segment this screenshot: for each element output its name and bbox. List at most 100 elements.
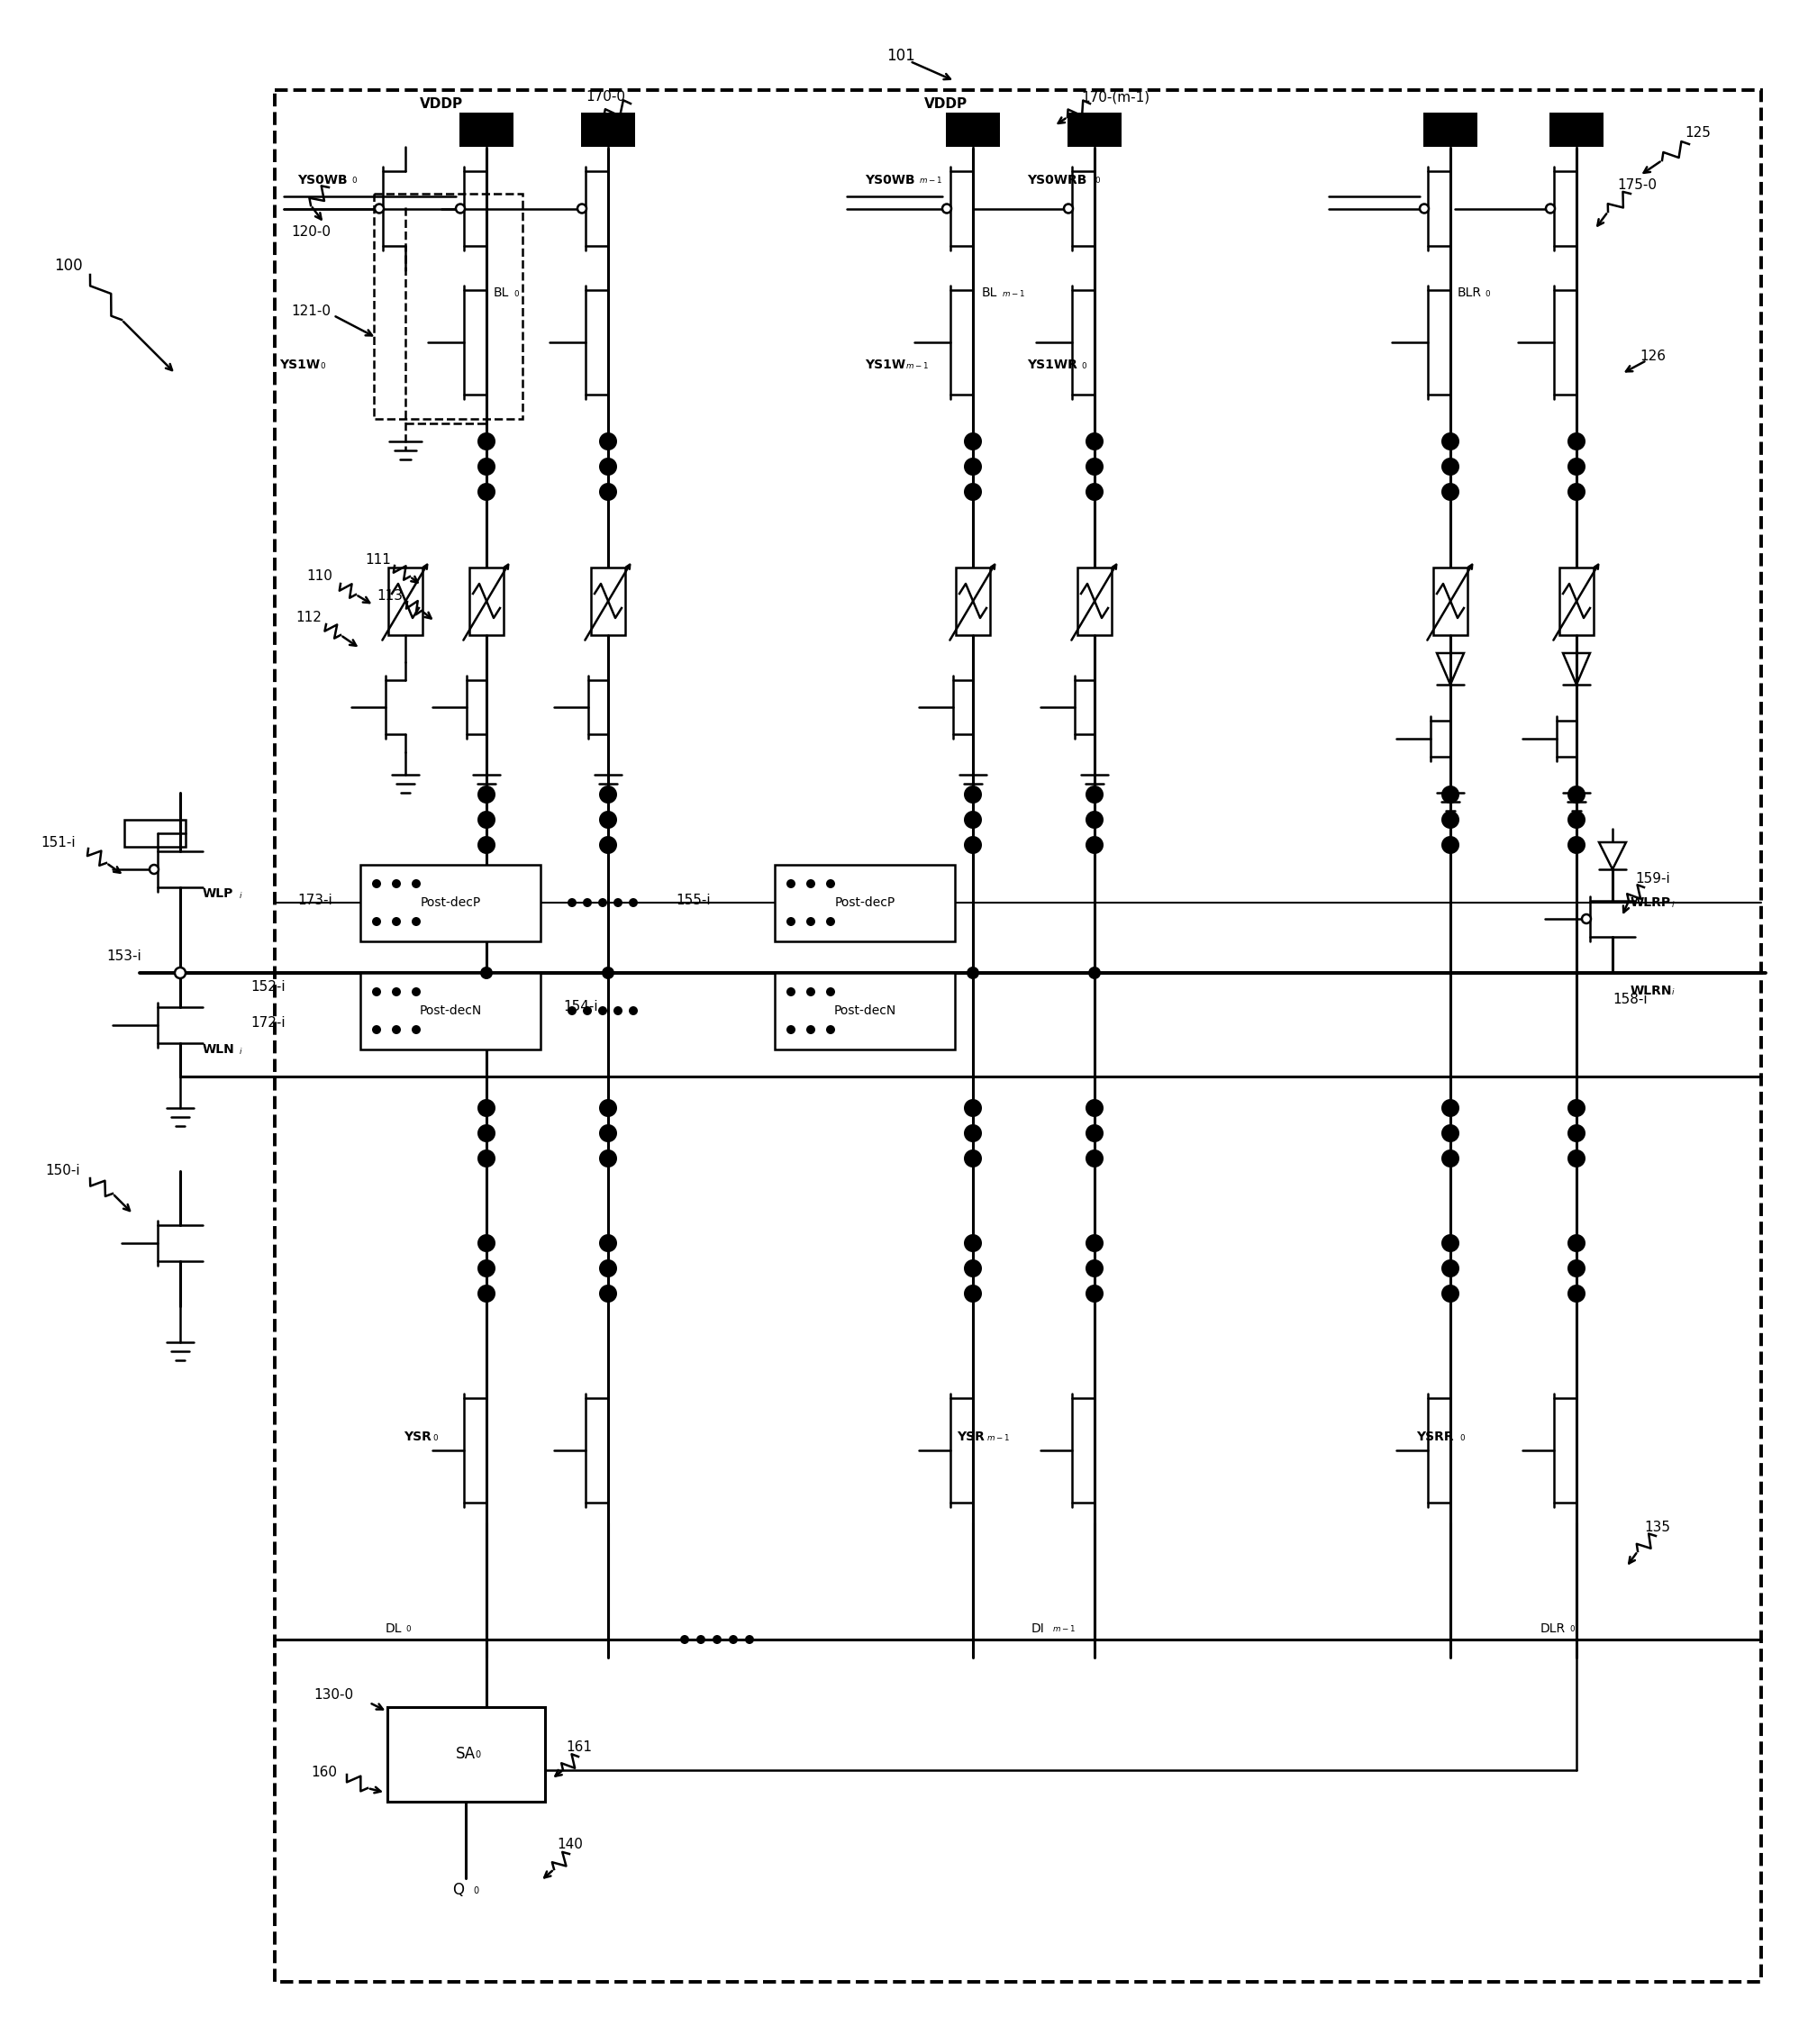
Text: 155-i: 155-i: [676, 893, 711, 908]
Text: Q: Q: [452, 1883, 465, 1899]
Text: SA: SA: [456, 1746, 476, 1762]
Circle shape: [786, 1026, 796, 1034]
Circle shape: [1085, 1259, 1103, 1278]
Circle shape: [598, 811, 617, 828]
Circle shape: [1085, 1235, 1103, 1253]
Circle shape: [598, 1284, 617, 1302]
Text: WLRP: WLRP: [1631, 897, 1671, 910]
Circle shape: [1568, 1100, 1586, 1116]
Circle shape: [372, 987, 381, 995]
Circle shape: [1568, 1259, 1586, 1278]
Circle shape: [577, 204, 586, 213]
Circle shape: [806, 987, 815, 995]
Circle shape: [613, 897, 622, 908]
Circle shape: [1568, 1149, 1586, 1167]
Circle shape: [598, 1100, 617, 1116]
Circle shape: [696, 1635, 705, 1643]
Text: BL: BL: [494, 286, 510, 298]
Circle shape: [1085, 433, 1103, 450]
Circle shape: [602, 967, 615, 979]
Circle shape: [598, 1259, 617, 1278]
Circle shape: [477, 785, 495, 803]
Circle shape: [680, 1635, 689, 1643]
Circle shape: [477, 1149, 495, 1167]
Bar: [956, 568, 991, 636]
Circle shape: [1441, 1284, 1459, 1302]
Bar: [389, 568, 423, 636]
Circle shape: [568, 1006, 577, 1016]
Text: YS0WRB: YS0WRB: [1027, 174, 1087, 186]
Circle shape: [729, 1635, 738, 1643]
Circle shape: [745, 1635, 754, 1643]
Circle shape: [786, 918, 796, 926]
Circle shape: [477, 1235, 495, 1253]
Circle shape: [477, 482, 495, 501]
Text: $_0$: $_0$: [1094, 174, 1101, 186]
Text: $_{m-1}$: $_{m-1}$: [1002, 286, 1025, 298]
Text: 130-0: 130-0: [313, 1688, 353, 1703]
Circle shape: [598, 433, 617, 450]
Circle shape: [1088, 967, 1101, 979]
Circle shape: [477, 458, 495, 476]
Text: Post-decP: Post-decP: [835, 897, 895, 910]
Circle shape: [826, 987, 835, 995]
Circle shape: [582, 1006, 591, 1016]
Circle shape: [150, 865, 159, 875]
Text: 153-i: 153-i: [107, 950, 141, 963]
Text: $_i$: $_i$: [1671, 985, 1676, 997]
Circle shape: [1441, 433, 1459, 450]
Circle shape: [477, 836, 495, 854]
Polygon shape: [1598, 842, 1625, 869]
Text: $_0$: $_0$: [513, 286, 521, 298]
Circle shape: [964, 433, 982, 450]
Text: YS0WB: YS0WB: [297, 174, 347, 186]
Circle shape: [477, 1124, 495, 1143]
Circle shape: [412, 879, 421, 889]
Text: 120-0: 120-0: [291, 225, 331, 239]
Bar: [1078, 568, 1112, 636]
Circle shape: [1441, 785, 1459, 803]
Circle shape: [1419, 204, 1428, 213]
Circle shape: [1441, 1124, 1459, 1143]
Text: YS0WB: YS0WB: [864, 174, 915, 186]
Circle shape: [964, 785, 982, 803]
Text: Post-decP: Post-decP: [419, 897, 481, 910]
Text: YSR: YSR: [956, 1431, 985, 1443]
Circle shape: [964, 1284, 982, 1302]
Text: $_0$: $_0$: [474, 1885, 479, 1897]
Circle shape: [175, 967, 186, 979]
Bar: [1549, 112, 1604, 147]
Circle shape: [1441, 836, 1459, 854]
Bar: [360, 973, 541, 1049]
Text: YS1W: YS1W: [278, 358, 320, 372]
Circle shape: [1568, 433, 1586, 450]
Circle shape: [1085, 1124, 1103, 1143]
Text: $_0$: $_0$: [432, 1431, 439, 1443]
Circle shape: [372, 1026, 381, 1034]
Circle shape: [477, 811, 495, 828]
Circle shape: [598, 482, 617, 501]
Circle shape: [826, 879, 835, 889]
Circle shape: [412, 1026, 421, 1034]
Text: $_i$: $_i$: [239, 1044, 242, 1055]
Bar: [591, 568, 626, 636]
Circle shape: [629, 897, 638, 908]
Circle shape: [1568, 836, 1586, 854]
Text: YSR: YSR: [403, 1431, 432, 1443]
Circle shape: [477, 433, 495, 450]
Text: $_0$: $_0$: [1484, 286, 1492, 298]
Text: $_{m-1}$: $_{m-1}$: [1052, 1623, 1076, 1635]
Circle shape: [374, 204, 383, 213]
Circle shape: [1441, 1259, 1459, 1278]
Circle shape: [477, 1284, 495, 1302]
Text: $_0$: $_0$: [405, 1623, 412, 1635]
Text: Post-decN: Post-decN: [833, 1004, 897, 1018]
Text: 111: 111: [365, 554, 391, 566]
Bar: [1434, 568, 1468, 636]
Circle shape: [1441, 1235, 1459, 1253]
Circle shape: [1568, 1235, 1586, 1253]
Circle shape: [598, 1006, 607, 1016]
Text: $_0$: $_0$: [320, 360, 325, 370]
Bar: [580, 112, 635, 147]
Circle shape: [392, 918, 401, 926]
